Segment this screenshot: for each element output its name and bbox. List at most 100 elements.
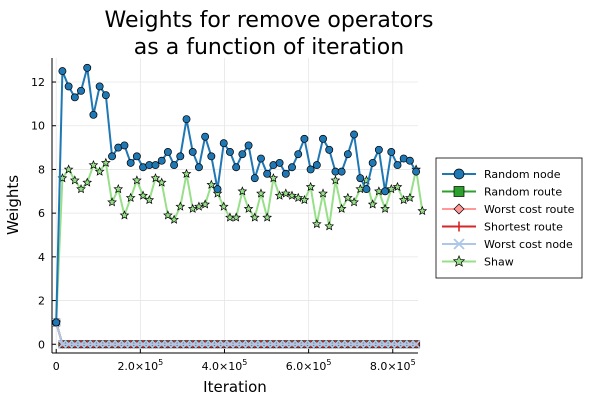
legend-label-worst-cost-node: Worst cost node — [484, 238, 573, 251]
series-random-node — [52, 63, 421, 327]
data-point-random-node — [194, 163, 203, 172]
data-point-worst-cost-node — [293, 340, 303, 349]
legend-marker-random-node — [453, 168, 465, 180]
data-point-random-node — [163, 148, 172, 156]
data-point-worst-cost-node — [58, 340, 67, 349]
legend-marker-random-route — [453, 186, 465, 197]
data-point-worst-cost-node — [405, 340, 415, 349]
data-point-shaw — [249, 212, 260, 222]
data-point-worst-cost-node — [213, 340, 222, 349]
legend-item-shaw: Shaw — [442, 254, 514, 269]
data-point-shaw — [76, 183, 86, 194]
data-point-shaw — [330, 175, 341, 185]
y-tick-label: 8 — [38, 163, 45, 176]
data-point-random-node — [368, 158, 377, 167]
data-point-random-node — [101, 91, 110, 100]
data-point-worst-cost-node — [287, 340, 297, 349]
data-point-worst-cost-node — [300, 340, 309, 349]
data-point-shaw — [262, 212, 273, 222]
data-point-worst-cost-node — [157, 340, 166, 349]
data-point-random-node — [83, 63, 92, 72]
data-point-worst-cost-node — [95, 340, 104, 349]
data-point-shaw — [324, 221, 335, 231]
x-tick-label: 8.0×105 — [370, 358, 416, 373]
data-point-random-node — [89, 110, 98, 119]
data-point-worst-cost-node — [207, 340, 216, 349]
data-point-shaw — [311, 218, 322, 229]
data-point-random-node — [343, 150, 352, 159]
data-point-worst-cost-node — [182, 340, 191, 349]
data-point-shaw — [256, 188, 266, 198]
data-point-shaw — [293, 192, 304, 202]
data-point-shaw — [405, 192, 415, 202]
data-point-worst-cost-node — [238, 340, 247, 349]
chart-title-line1: Weights for remove operators — [105, 8, 434, 33]
data-point-random-node — [244, 141, 253, 150]
x-tick-label: 4.0×105 — [202, 358, 248, 373]
data-point-random-node — [374, 145, 383, 154]
data-point-worst-cost-node — [194, 340, 204, 349]
data-point-worst-cost-node — [70, 340, 80, 349]
data-point-shaw — [243, 203, 254, 213]
data-point-worst-cost-node — [219, 340, 228, 349]
data-point-shaw — [287, 190, 297, 200]
data-point-worst-cost-node — [89, 340, 98, 349]
data-point-random-node — [300, 134, 309, 143]
legend-marker-worst-cost-route — [453, 203, 465, 215]
data-point-random-node — [201, 132, 210, 141]
data-point-worst-cost-node — [132, 340, 142, 349]
data-point-worst-cost-node — [120, 340, 129, 349]
data-point-random-node — [393, 161, 402, 170]
data-point-shaw — [125, 192, 136, 202]
data-point-shaw — [380, 203, 390, 213]
data-point-worst-cost-node — [169, 340, 179, 349]
data-point-shaw — [342, 192, 353, 202]
data-point-random-node — [58, 67, 67, 76]
data-point-random-node — [108, 152, 117, 161]
y-tick-label: 2 — [38, 295, 45, 308]
data-point-worst-cost-node — [269, 340, 278, 349]
data-point-worst-cost-node — [225, 340, 235, 349]
x-tick-label: 2.0×105 — [117, 358, 163, 373]
data-point-shaw — [163, 210, 173, 220]
legend-item-random-node: Random node — [442, 168, 561, 181]
data-point-worst-cost-node — [114, 340, 123, 349]
data-point-worst-cost-node — [318, 340, 328, 349]
y-axis-title: Weights — [4, 175, 22, 235]
y-tick-label: 4 — [38, 251, 45, 264]
data-point-worst-cost-node — [349, 340, 359, 349]
data-point-random-node — [275, 158, 284, 167]
data-point-random-node — [70, 93, 79, 102]
data-point-shaw — [237, 186, 248, 196]
data-point-shaw — [206, 179, 217, 189]
data-point-worst-cost-node — [138, 340, 148, 349]
data-point-random-node — [120, 141, 129, 150]
data-point-shaw — [200, 199, 210, 209]
data-point-random-node — [95, 82, 104, 91]
data-point-random-node — [232, 163, 241, 172]
data-point-shaw — [69, 175, 80, 185]
data-point-shaw — [349, 197, 359, 207]
data-point-worst-cost-node — [312, 340, 322, 349]
y-tick-label: 10 — [31, 120, 45, 133]
data-point-worst-cost-node — [306, 340, 315, 349]
data-point-random-node — [219, 139, 228, 148]
series-worst-cost-node — [51, 318, 421, 349]
data-point-worst-cost-node — [256, 340, 266, 349]
data-point-random-node — [213, 185, 222, 194]
data-point-random-node — [176, 152, 185, 161]
data-point-shaw — [218, 201, 229, 211]
data-point-worst-cost-node — [331, 340, 340, 349]
data-point-shaw — [94, 166, 105, 176]
data-point-worst-cost-node — [231, 340, 241, 349]
legend-label-random-route: Random route — [484, 186, 562, 199]
data-point-shaw — [107, 197, 117, 207]
data-point-worst-cost-node — [163, 340, 173, 349]
legend: Random node Random route Worst cost route S… — [435, 157, 583, 279]
data-point-shaw — [305, 181, 316, 192]
y-tick-label: 0 — [38, 338, 45, 351]
legend-label-worst-cost-route: Worst cost route — [484, 203, 575, 216]
data-point-shaw — [231, 212, 242, 222]
data-point-random-node — [170, 161, 179, 170]
data-point-random-node — [294, 150, 303, 159]
